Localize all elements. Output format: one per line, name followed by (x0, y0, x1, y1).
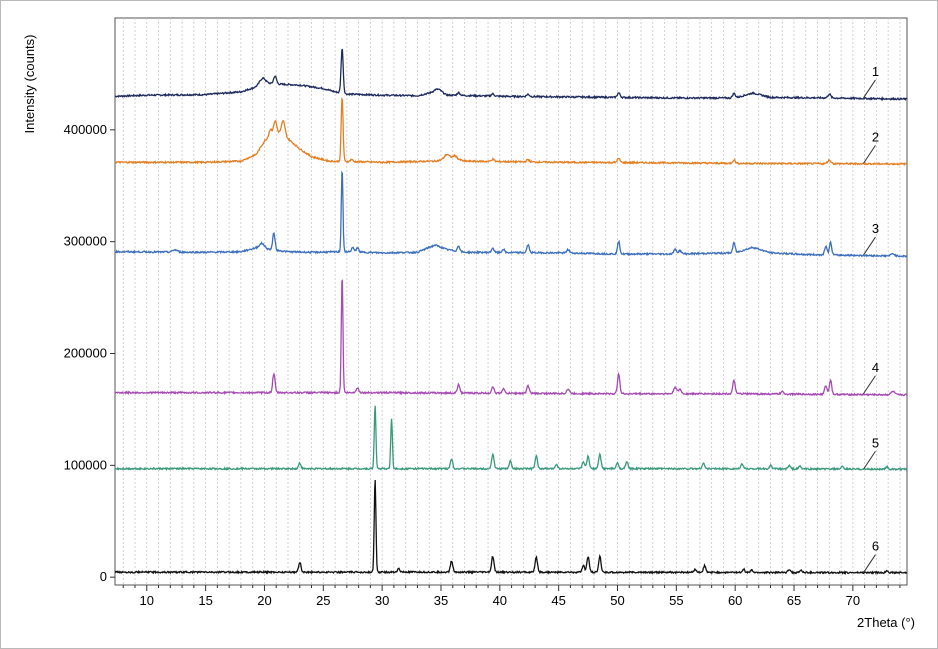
series-label-leader (863, 236, 876, 256)
x-tick-label: 45 (551, 593, 565, 608)
y-tick-label: 100000 (64, 457, 107, 472)
series-line-6 (114, 479, 908, 576)
series-label-leader (863, 375, 876, 395)
series-line-4 (114, 279, 908, 397)
x-tick-label: 10 (140, 593, 154, 608)
y-tick-label: 200000 (64, 346, 107, 361)
x-tick-label: 40 (493, 593, 507, 608)
axis-ticks: 10 15 20 25 30 35 40 45 50 55 60 65 7001000002000003… (64, 122, 901, 608)
series-layer (114, 48, 908, 576)
x-tick-label: 65 (787, 593, 801, 608)
x-tick-label: 25 (316, 593, 330, 608)
series-label-6: 6 (872, 539, 879, 554)
x-tick-label: 15 (198, 593, 212, 608)
x-axis-title: 2Theta (°) (857, 615, 915, 630)
series-label-1: 1 (872, 64, 879, 79)
x-tick-label: 35 (434, 593, 448, 608)
x-tick-label: 50 (610, 593, 624, 608)
x-tick-label: 20 (257, 593, 271, 608)
series-line-2 (114, 96, 908, 167)
series-label-3: 3 (872, 221, 879, 236)
series-label-2: 2 (872, 129, 879, 144)
y-tick-label: 300000 (64, 234, 107, 249)
series-label-4: 4 (872, 360, 879, 375)
x-tick-label: 70 (846, 593, 860, 608)
y-tick-label: 0 (100, 569, 107, 584)
series-line-5 (114, 405, 908, 472)
series-label-leader (863, 554, 876, 573)
x-tick-label: 30 (375, 593, 389, 608)
grid-lines (122, 18, 901, 585)
y-axis-title: Intensity (counts) (22, 35, 37, 134)
series-label-layer: 1 2 3 4 5 6 (863, 64, 879, 573)
x-tick-label: 55 (669, 593, 683, 608)
series-label-leader (863, 79, 876, 99)
plot-area (114, 17, 908, 586)
series-label-5: 5 (872, 435, 879, 450)
series-line-1 (114, 48, 908, 102)
x-tick-label: 60 (728, 593, 742, 608)
series-line-3 (114, 170, 908, 259)
series-label-leader (863, 450, 876, 470)
series-label-leader (863, 145, 876, 164)
y-tick-label: 400000 (64, 122, 107, 137)
